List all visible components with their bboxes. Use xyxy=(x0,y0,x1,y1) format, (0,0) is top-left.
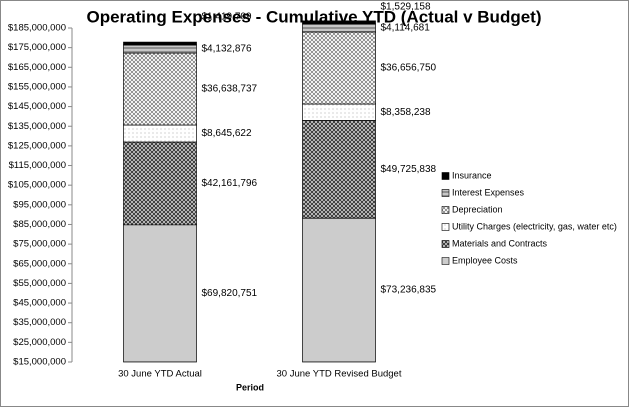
legend-swatch xyxy=(441,223,450,231)
y-tick-label: $115,000,000 xyxy=(9,160,66,171)
y-tick-label: $15,000,000 xyxy=(13,357,66,368)
legend-label: Interest Expenses xyxy=(452,187,525,197)
y-tick-label: $175,000,000 xyxy=(8,42,66,53)
y-tick-label: $95,000,000 xyxy=(13,199,66,210)
bar-segment xyxy=(302,120,376,219)
bar-segment xyxy=(123,52,197,126)
chart-title: Operating Expenses - Cumulative YTD (Act… xyxy=(87,7,542,26)
data-label: $8,358,238 xyxy=(381,107,431,118)
y-tick-label: $85,000,000 xyxy=(13,219,66,230)
x-tick-label: 30 June YTD Actual xyxy=(118,369,202,380)
bar-segment xyxy=(123,141,197,226)
y-tick-label: $65,000,000 xyxy=(13,258,66,269)
y-tick-label: $45,000,000 xyxy=(13,298,66,309)
bar-segment xyxy=(302,217,376,363)
legend-label: Insurance xyxy=(452,170,492,180)
bar-segment xyxy=(302,31,376,105)
data-label: $69,820,751 xyxy=(202,288,258,299)
data-label: $4,114,681 xyxy=(381,23,431,34)
legend-swatch xyxy=(441,189,450,197)
bar-segment xyxy=(123,44,197,54)
y-tick-label: $75,000,000 xyxy=(13,239,66,250)
legend-swatch xyxy=(441,257,450,265)
x-axis-title: Period xyxy=(236,382,264,392)
legend-label: Employee Costs xyxy=(452,255,518,265)
y-tick-label: $155,000,000 xyxy=(8,81,66,92)
bar-segment xyxy=(302,23,376,33)
data-label: $49,725,838 xyxy=(381,164,437,175)
y-tick-label: $25,000,000 xyxy=(13,337,66,348)
y-tick-label: $105,000,000 xyxy=(8,180,66,191)
x-tick-label: 30 June YTD Revised Budget xyxy=(277,369,402,380)
data-label: $1,529,158 xyxy=(381,2,431,13)
legend-swatch xyxy=(441,240,450,248)
legend-label: Materials and Contracts xyxy=(452,238,548,248)
data-label: $1,419,709 xyxy=(202,12,252,23)
bar-segment xyxy=(123,41,197,46)
y-tick-label: $35,000,000 xyxy=(13,317,66,328)
data-label: $36,656,750 xyxy=(381,63,437,74)
data-label: $8,645,622 xyxy=(202,128,252,139)
y-tick-label: $125,000,000 xyxy=(8,140,66,151)
legend-label: Depreciation xyxy=(452,204,503,214)
bar-segment xyxy=(123,224,197,363)
y-tick-label: $145,000,000 xyxy=(8,101,66,112)
y-tick-label: $135,000,000 xyxy=(8,121,66,132)
legend-swatch xyxy=(441,206,450,214)
data-label: $42,161,796 xyxy=(202,178,258,189)
legend-label: Utility Charges (electricity, gas, water… xyxy=(452,221,617,231)
data-label: $36,638,737 xyxy=(202,84,258,95)
legend-swatch xyxy=(441,172,450,180)
y-tick-label: $55,000,000 xyxy=(13,278,66,289)
bar-segment xyxy=(302,20,376,25)
data-label: $4,132,876 xyxy=(202,44,252,55)
y-tick-label: $185,000,000 xyxy=(8,23,66,34)
data-label: $73,236,835 xyxy=(381,285,437,296)
y-tick-label: $165,000,000 xyxy=(8,62,66,73)
bar-segment xyxy=(123,124,197,143)
bar-segment xyxy=(302,103,376,121)
